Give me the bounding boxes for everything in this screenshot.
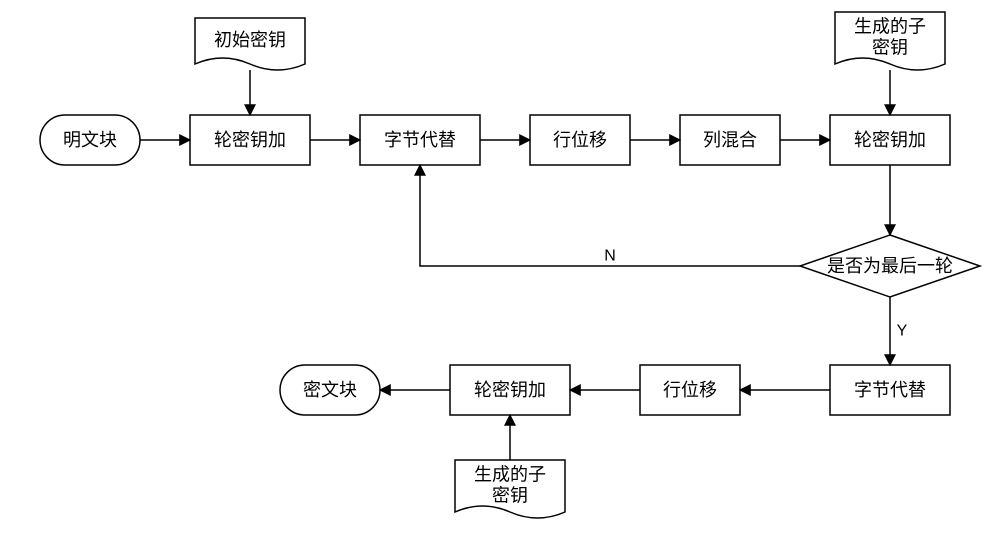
node-addkey1: 轮密钥加 xyxy=(190,115,310,165)
node-plaintext: 明文块 xyxy=(40,115,140,165)
node-subkey1: 生成的子密钥 xyxy=(835,12,945,70)
svg-text:行位移: 行位移 xyxy=(553,130,607,150)
node-shiftrows2: 行位移 xyxy=(640,365,740,415)
edge-label-decision-subbytes2: Y xyxy=(897,323,908,340)
svg-text:字节代替: 字节代替 xyxy=(384,130,456,150)
svg-text:列混合: 列混合 xyxy=(703,130,757,150)
node-addkey2: 轮密钥加 xyxy=(830,115,950,165)
node-subbytes1: 字节代替 xyxy=(360,115,480,165)
svg-text:初始密钥: 初始密钥 xyxy=(214,30,286,50)
node-subkey2: 生成的子密钥 xyxy=(455,460,565,518)
node-mixcols: 列混合 xyxy=(680,115,780,165)
svg-text:轮密钥加: 轮密钥加 xyxy=(474,380,546,400)
aes-flowchart: NY 明文块轮密钥加初始密钥字节代替行位移列混合轮密钥加生成的子密钥是否为最后一… xyxy=(0,0,1000,550)
svg-text:字节代替: 字节代替 xyxy=(854,380,926,400)
svg-text:轮密钥加: 轮密钥加 xyxy=(214,130,286,150)
svg-text:行位移: 行位移 xyxy=(663,380,717,400)
svg-text:生成的子密钥: 生成的子密钥 xyxy=(854,17,926,58)
node-shiftrows1: 行位移 xyxy=(530,115,630,165)
svg-text:生成的子密钥: 生成的子密钥 xyxy=(474,465,546,506)
node-ciphertext: 密文块 xyxy=(280,365,380,415)
node-subbytes2: 字节代替 xyxy=(830,365,950,415)
svg-text:明文块: 明文块 xyxy=(63,130,117,150)
node-initkey: 初始密钥 xyxy=(195,18,305,70)
edge-label-decision-subbytes1: N xyxy=(604,248,616,265)
svg-text:密文块: 密文块 xyxy=(303,380,357,400)
node-decision: 是否为最后一轮 xyxy=(800,235,980,297)
svg-text:是否为最后一轮: 是否为最后一轮 xyxy=(827,256,953,276)
node-addkey3: 轮密钥加 xyxy=(450,365,570,415)
svg-text:轮密钥加: 轮密钥加 xyxy=(854,130,926,150)
